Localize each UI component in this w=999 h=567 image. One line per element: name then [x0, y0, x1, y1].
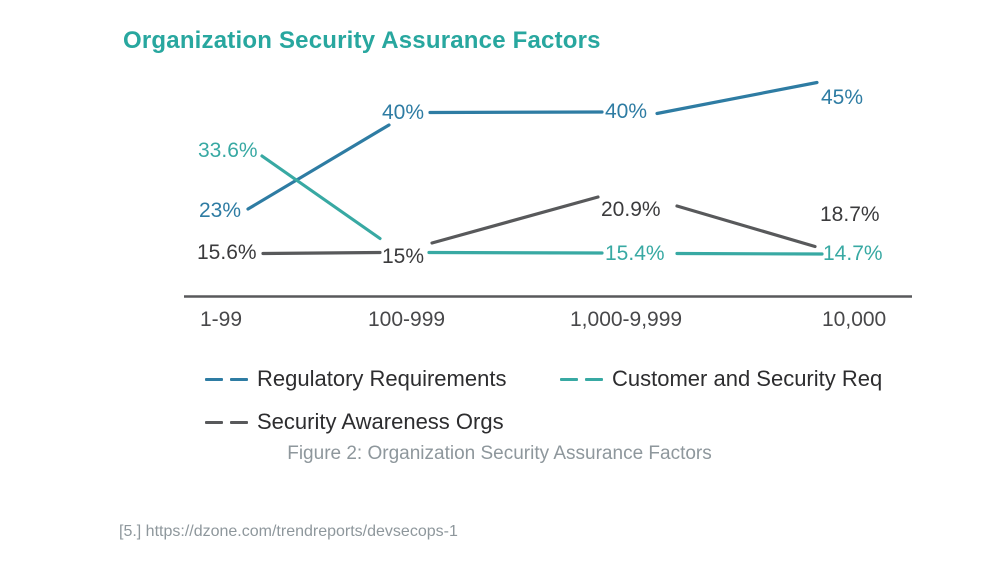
data-label-shared-100-999: 15%: [382, 245, 425, 268]
regulatory-requirements-line: [246, 80, 819, 211]
x-tick-10000: 10,000: [822, 308, 887, 331]
data-label-customer-1000-9999: 15.4%: [605, 242, 665, 265]
data-label-customer-1-99: 33.6%: [198, 139, 258, 162]
x-tick-1000-9999: 1,000-9,999: [570, 308, 683, 331]
data-label-awareness-1-99: 15.6%: [197, 241, 257, 264]
data-label-regulatory-1-99: 23%: [199, 199, 242, 222]
customer-security-req-line: [260, 154, 824, 256]
legend-item-regulatory-requirements: Regulatory Requirements: [205, 366, 506, 392]
legend-swatch-gray-dash-icon: [205, 420, 248, 424]
legend-item-customer-security-req: Customer and Security Req: [560, 366, 882, 392]
legend-swatch-teal-dash-icon: [560, 377, 603, 381]
security-awareness-orgs-line: [261, 195, 817, 256]
legend-label-customer-security-req: Customer and Security Req: [612, 366, 883, 391]
x-tick-100-999: 100-999: [368, 308, 446, 331]
legend-swatch-blue-dash-icon: [205, 377, 248, 381]
figure-caption: Figure 2: Organization Security Assuranc…: [287, 443, 712, 464]
source-footnote: [5.] https://dzone.com/trendreports/devs…: [119, 523, 458, 540]
data-label-regulatory-100-999: 40%: [382, 101, 425, 124]
legend-label-regulatory-requirements: Regulatory Requirements: [257, 366, 507, 391]
data-label-awareness-1000-9999: 20.9%: [601, 198, 661, 221]
legend-label-security-awareness-orgs: Security Awareness Orgs: [257, 409, 504, 434]
data-label-awareness-10000: 18.7%: [820, 203, 880, 226]
x-tick-1-99: 1-99: [200, 308, 243, 331]
page-title: Organization Security Assurance Factors: [123, 27, 601, 54]
legend-item-security-awareness-orgs: Security Awareness Orgs: [205, 409, 504, 435]
data-label-regulatory-10000: 45%: [821, 86, 864, 109]
data-label-customer-10000: 14.7%: [823, 242, 883, 265]
data-label-regulatory-1000-9999: 40%: [605, 100, 648, 123]
